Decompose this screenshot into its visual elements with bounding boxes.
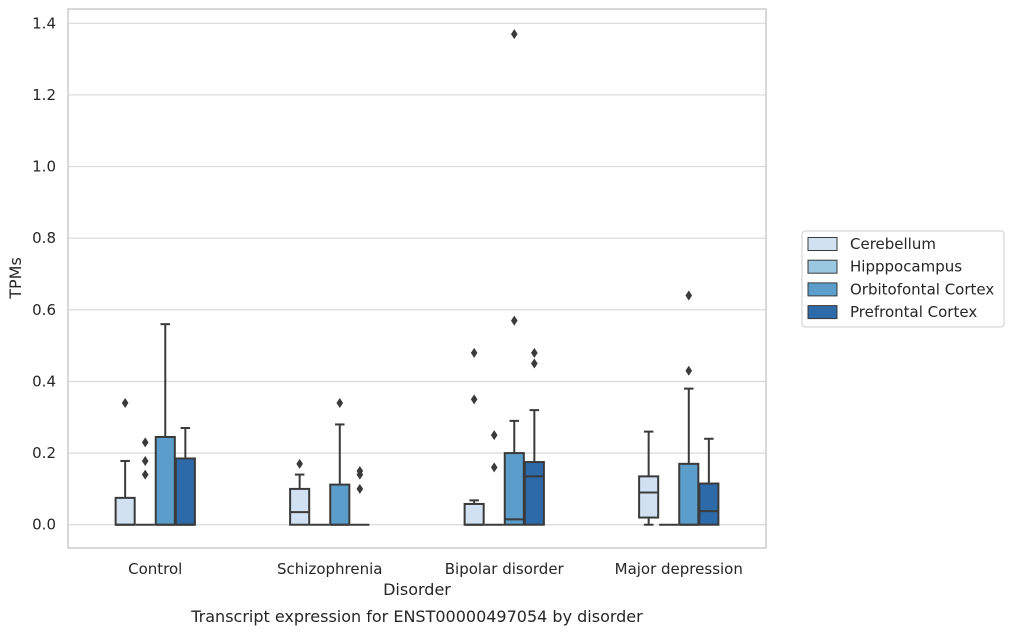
box-group — [503, 29, 525, 526]
outlier-point — [531, 358, 538, 369]
outlier-point — [121, 397, 129, 408]
box — [463, 502, 485, 526]
y-tick-label: 1.2 — [32, 86, 56, 104]
box-group — [289, 458, 311, 526]
box — [114, 496, 136, 526]
outlier-point — [490, 430, 498, 441]
y-tick-label: 0.0 — [32, 516, 56, 534]
outlier-point — [685, 290, 693, 301]
x-tick-label: Bipolar disorder — [445, 560, 565, 578]
x-tick-label: Control — [128, 560, 182, 578]
box — [698, 482, 720, 526]
x-tick-label: Major depression — [615, 560, 743, 578]
box — [678, 462, 700, 526]
outlier-point — [141, 437, 149, 448]
outlier-point — [141, 455, 149, 466]
outlier-point — [470, 347, 478, 358]
box-group — [638, 430, 660, 526]
box — [329, 483, 351, 526]
outlier-point — [336, 397, 344, 408]
outlier-point — [490, 462, 498, 473]
outlier-point — [356, 466, 364, 476]
box-group — [329, 397, 351, 526]
box-group — [154, 323, 176, 526]
box-group — [135, 437, 155, 526]
y-tick-label: 1.0 — [32, 158, 56, 176]
box — [174, 457, 196, 526]
outlier-point — [685, 365, 693, 376]
y-tick-label: 0.8 — [32, 229, 56, 247]
legend-frame — [801, 230, 1005, 328]
legend-label: Orbitofontal Cortex — [850, 280, 994, 298]
box-group — [484, 430, 504, 526]
x-tick-label: Schizophrenia — [277, 560, 382, 578]
legend-swatch — [807, 259, 838, 274]
outlier-point — [470, 394, 478, 405]
box — [638, 475, 660, 519]
box-group — [698, 437, 720, 526]
x-axis-title: Disorder — [383, 580, 451, 599]
y-tick-label: 0.2 — [32, 444, 56, 462]
outlier-point — [296, 458, 303, 469]
box-group — [523, 347, 545, 526]
outlier-point — [510, 315, 518, 326]
outlier-point — [531, 347, 538, 358]
box-group — [350, 466, 370, 526]
box — [503, 452, 525, 526]
box-group — [174, 427, 196, 526]
legend-label: Cerebellum — [850, 235, 936, 253]
legend-label: Hipppocampus — [850, 258, 962, 276]
y-axis-title: TPMs — [6, 257, 25, 300]
outlier-point — [141, 469, 149, 480]
box-series — [114, 29, 720, 526]
box — [523, 461, 545, 526]
box-group — [463, 347, 485, 526]
y-tick-labels: 0.0 0.2 0.4 0.6 0.8 1.0 1.2 1.4 — [32, 14, 56, 533]
y-tick-label: 1.4 — [32, 14, 56, 32]
legend-swatch — [807, 282, 838, 297]
outlier-point — [356, 483, 364, 494]
legend-swatch — [807, 237, 838, 251]
x-tick-labels: Control Schizophrenia Bipolar disorder Majo… — [128, 560, 743, 578]
chart-caption: Transcript expression for ENST0000049705… — [190, 607, 643, 626]
box-group — [678, 290, 700, 526]
box — [154, 435, 176, 526]
box-group — [114, 397, 136, 526]
legend: Cerebellum Hipppocampus Orbitofontal Corte… — [801, 230, 1005, 328]
plot-frame — [67, 8, 767, 549]
y-tick-label: 0.6 — [32, 301, 56, 319]
legend-label: Prefrontal Cortex — [850, 303, 977, 321]
outlier-point — [510, 29, 518, 40]
legend-swatch — [807, 305, 838, 320]
y-tick-label: 0.4 — [32, 372, 56, 390]
box — [289, 487, 311, 526]
